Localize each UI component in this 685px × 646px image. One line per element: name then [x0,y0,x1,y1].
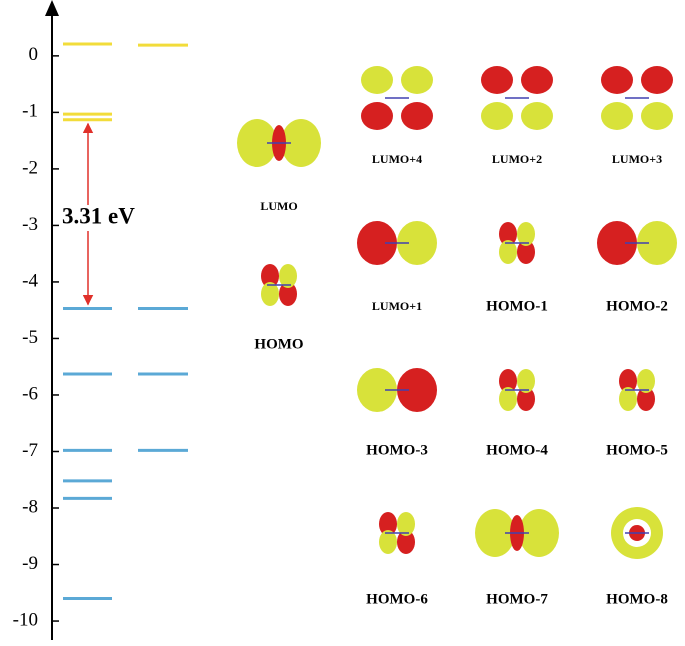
orbital [261,264,297,306]
orbital-label: HOMO-7 [486,591,548,607]
orbital-lobe [397,512,415,536]
orbital-lobe [517,222,535,246]
orbital-lobe [637,369,655,393]
orbital-lobe [641,66,673,94]
orbital-lobe [601,102,633,130]
orbital-label: HOMO-6 [366,591,428,607]
orbital-lobe [499,222,517,246]
y-tick-label: -10 [13,609,38,630]
y-tick-label: -8 [22,496,38,517]
orbital-lobe [261,282,279,306]
orbital-lobe [517,240,535,264]
orbital [357,221,437,265]
orbital-lobe [279,282,297,306]
orbital [601,66,673,130]
orbital [481,66,553,130]
y-tick-label: -9 [22,553,38,574]
orbital-lobe [597,221,637,265]
orbital-label: LUMO+1 [372,299,422,313]
orbital-label: LUMO+4 [372,152,422,166]
orbital [379,512,415,554]
orbital-lobe [637,387,655,411]
orbital-lobe [521,102,553,130]
y-tick-label: 0 [29,44,39,65]
orbital-lobe [475,509,515,557]
orbital-label: HOMO-5 [606,442,668,458]
orbital [357,368,437,412]
y-tick-label: -3 [22,214,38,235]
orbital [499,222,535,264]
orbital [611,507,663,559]
orbital-label: LUMO+3 [612,152,662,166]
label-bg [60,205,156,231]
orbital-label: LUMO+2 [492,152,542,166]
orbital-lobe [397,368,437,412]
y-tick-label: -7 [22,440,38,461]
orbital [597,221,677,265]
orbital-label: HOMO-4 [486,442,548,458]
orbital [499,369,535,411]
orbital-lobe [281,119,321,167]
orbital-lobe [279,264,297,288]
orbital-lobe [619,387,637,411]
orbital-lobe [401,66,433,94]
orbital-lobe [637,221,677,265]
orbital-lobe [379,512,397,536]
orbital [361,66,433,130]
orbital-label: LUMO [260,199,297,213]
y-tick-label: -2 [22,157,38,178]
orbital-lobe [499,369,517,393]
orbital-label: HOMO-3 [366,442,428,458]
orbital-label: HOMO-8 [606,591,668,607]
orbital [475,509,559,557]
orbital-lobe [397,221,437,265]
orbital-lobe [361,102,393,130]
y-tick-label: -6 [22,383,38,404]
orbital-lobe [401,102,433,130]
orbital-lobe [261,264,279,288]
orbital-lobe [481,102,513,130]
y-tick-label: -5 [22,327,38,348]
orbital [237,119,321,167]
orbital-lobe [601,66,633,94]
gap-label: 3.31 eV [62,203,135,228]
orbital-lobe [379,530,397,554]
axis-arrow [45,0,59,16]
orbital-lobe [521,66,553,94]
orbital-lobe [619,369,637,393]
y-tick-label: -4 [22,270,38,291]
orbital-lobe [357,368,397,412]
orbital-label: HOMO [254,336,303,352]
orbital-lobe [361,66,393,94]
y-tick-label: -1 [22,101,38,122]
orbital-lobe [519,509,559,557]
orbital [619,369,655,411]
orbital-label: HOMO-1 [486,298,548,314]
orbital-lobe [499,387,517,411]
orbital-lobe [641,102,673,130]
orbital-lobe [357,221,397,265]
orbital-label: HOMO-2 [606,298,668,314]
orbital-lobe [517,387,535,411]
orbital-lobe [397,530,415,554]
orbital-lobe [481,66,513,94]
orbital-lobe [237,119,277,167]
orbital-lobe [517,369,535,393]
orbital-lobe [499,240,517,264]
